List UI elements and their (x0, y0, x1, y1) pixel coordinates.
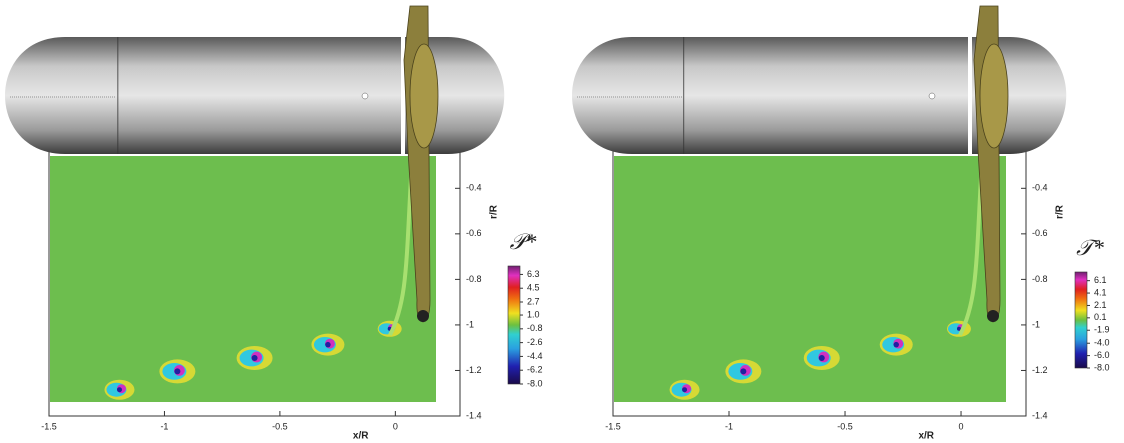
vortex-center (893, 341, 899, 348)
colorbar-tick-label: 0.1 (1094, 312, 1107, 322)
y-axis-label: r/R (1055, 204, 1066, 219)
colorbar-tick-label: -1.9 (1094, 325, 1110, 335)
x-tick-label: 0 (393, 421, 398, 431)
x-tick-label: -0.5 (837, 421, 853, 431)
colorbar-tick-label: 4.1 (1094, 287, 1107, 297)
colorbar-tick-label: -4.0 (1094, 338, 1110, 348)
x-tick-label: -1.5 (41, 421, 57, 431)
y-tick-label: -1.4 (1032, 410, 1048, 420)
colorbar (507, 265, 521, 385)
vortex-center (116, 387, 122, 393)
y-tick-label: -0.8 (1032, 274, 1048, 284)
colorbar-tick-label: 2.7 (527, 296, 540, 306)
tip-vortex-trail (958, 159, 984, 336)
vortex-center (682, 387, 688, 393)
hull-port (361, 92, 369, 100)
y-axis-label: r/R (489, 204, 500, 219)
colorbar-tick-label: 6.3 (527, 269, 540, 279)
vortex-center (740, 368, 747, 375)
x-tick-label: -0.5 (272, 421, 288, 431)
y-tick-label: -1.2 (466, 365, 482, 375)
y-tick-label: -1 (466, 319, 474, 329)
vortex-center (251, 355, 258, 362)
colorbar (1074, 271, 1088, 369)
y-tick-label: -0.6 (466, 228, 482, 238)
blade-tip (987, 310, 999, 322)
y-tick-label: -0.4 (466, 183, 482, 193)
colorbar-tick-label: 4.5 (527, 283, 540, 293)
hull-port (928, 92, 936, 100)
x-tick-label: -1 (725, 421, 733, 431)
y-tick-label: -0.4 (1032, 183, 1048, 193)
colorbar-tick-label: -4.4 (527, 351, 543, 361)
hull (5, 37, 505, 154)
colorbar-tick-label: 1.0 (527, 309, 540, 319)
hull (572, 37, 1067, 154)
colorbar-tick-label: -2.6 (527, 337, 543, 347)
colorbar-tick-label: -6.2 (527, 365, 543, 375)
colorbar-tick-label: -6.0 (1094, 350, 1110, 360)
vortex-center (325, 341, 331, 348)
tip-vortex-trail (388, 159, 414, 336)
colorbar-tick-label: -0.8 (527, 323, 543, 333)
y-tick-label: -0.6 (1032, 228, 1048, 238)
vortex-center (956, 326, 961, 331)
colorbar-title: 𝒯* (1076, 235, 1104, 260)
x-axis-label: x/R (353, 431, 369, 442)
blade-tip (417, 310, 429, 322)
propeller-hub (409, 43, 439, 149)
hub-gap (968, 37, 972, 155)
propeller-hub (979, 43, 1009, 149)
y-tick-label: -1.2 (1032, 365, 1048, 375)
y-tick-label: -0.8 (466, 274, 482, 284)
colorbar-tick-label: 6.1 (1094, 275, 1107, 285)
vortex-center (818, 355, 825, 362)
vortex-center (174, 368, 181, 375)
x-tick-label: 0 (959, 421, 964, 431)
colorbar-tick-label: 2.1 (1094, 300, 1107, 310)
x-axis-label: x/R (918, 431, 934, 442)
x-tick-label: -1.5 (605, 421, 621, 431)
colorbar-tick-label: -8.0 (1094, 362, 1110, 372)
colorbar-title: 𝒫* (510, 229, 537, 254)
colorbar-tick-label: -8.0 (527, 378, 543, 388)
y-tick-label: -1 (1032, 319, 1040, 329)
x-tick-label: -1 (160, 421, 168, 431)
hub-gap (401, 37, 405, 155)
y-tick-label: -1.4 (466, 410, 482, 420)
